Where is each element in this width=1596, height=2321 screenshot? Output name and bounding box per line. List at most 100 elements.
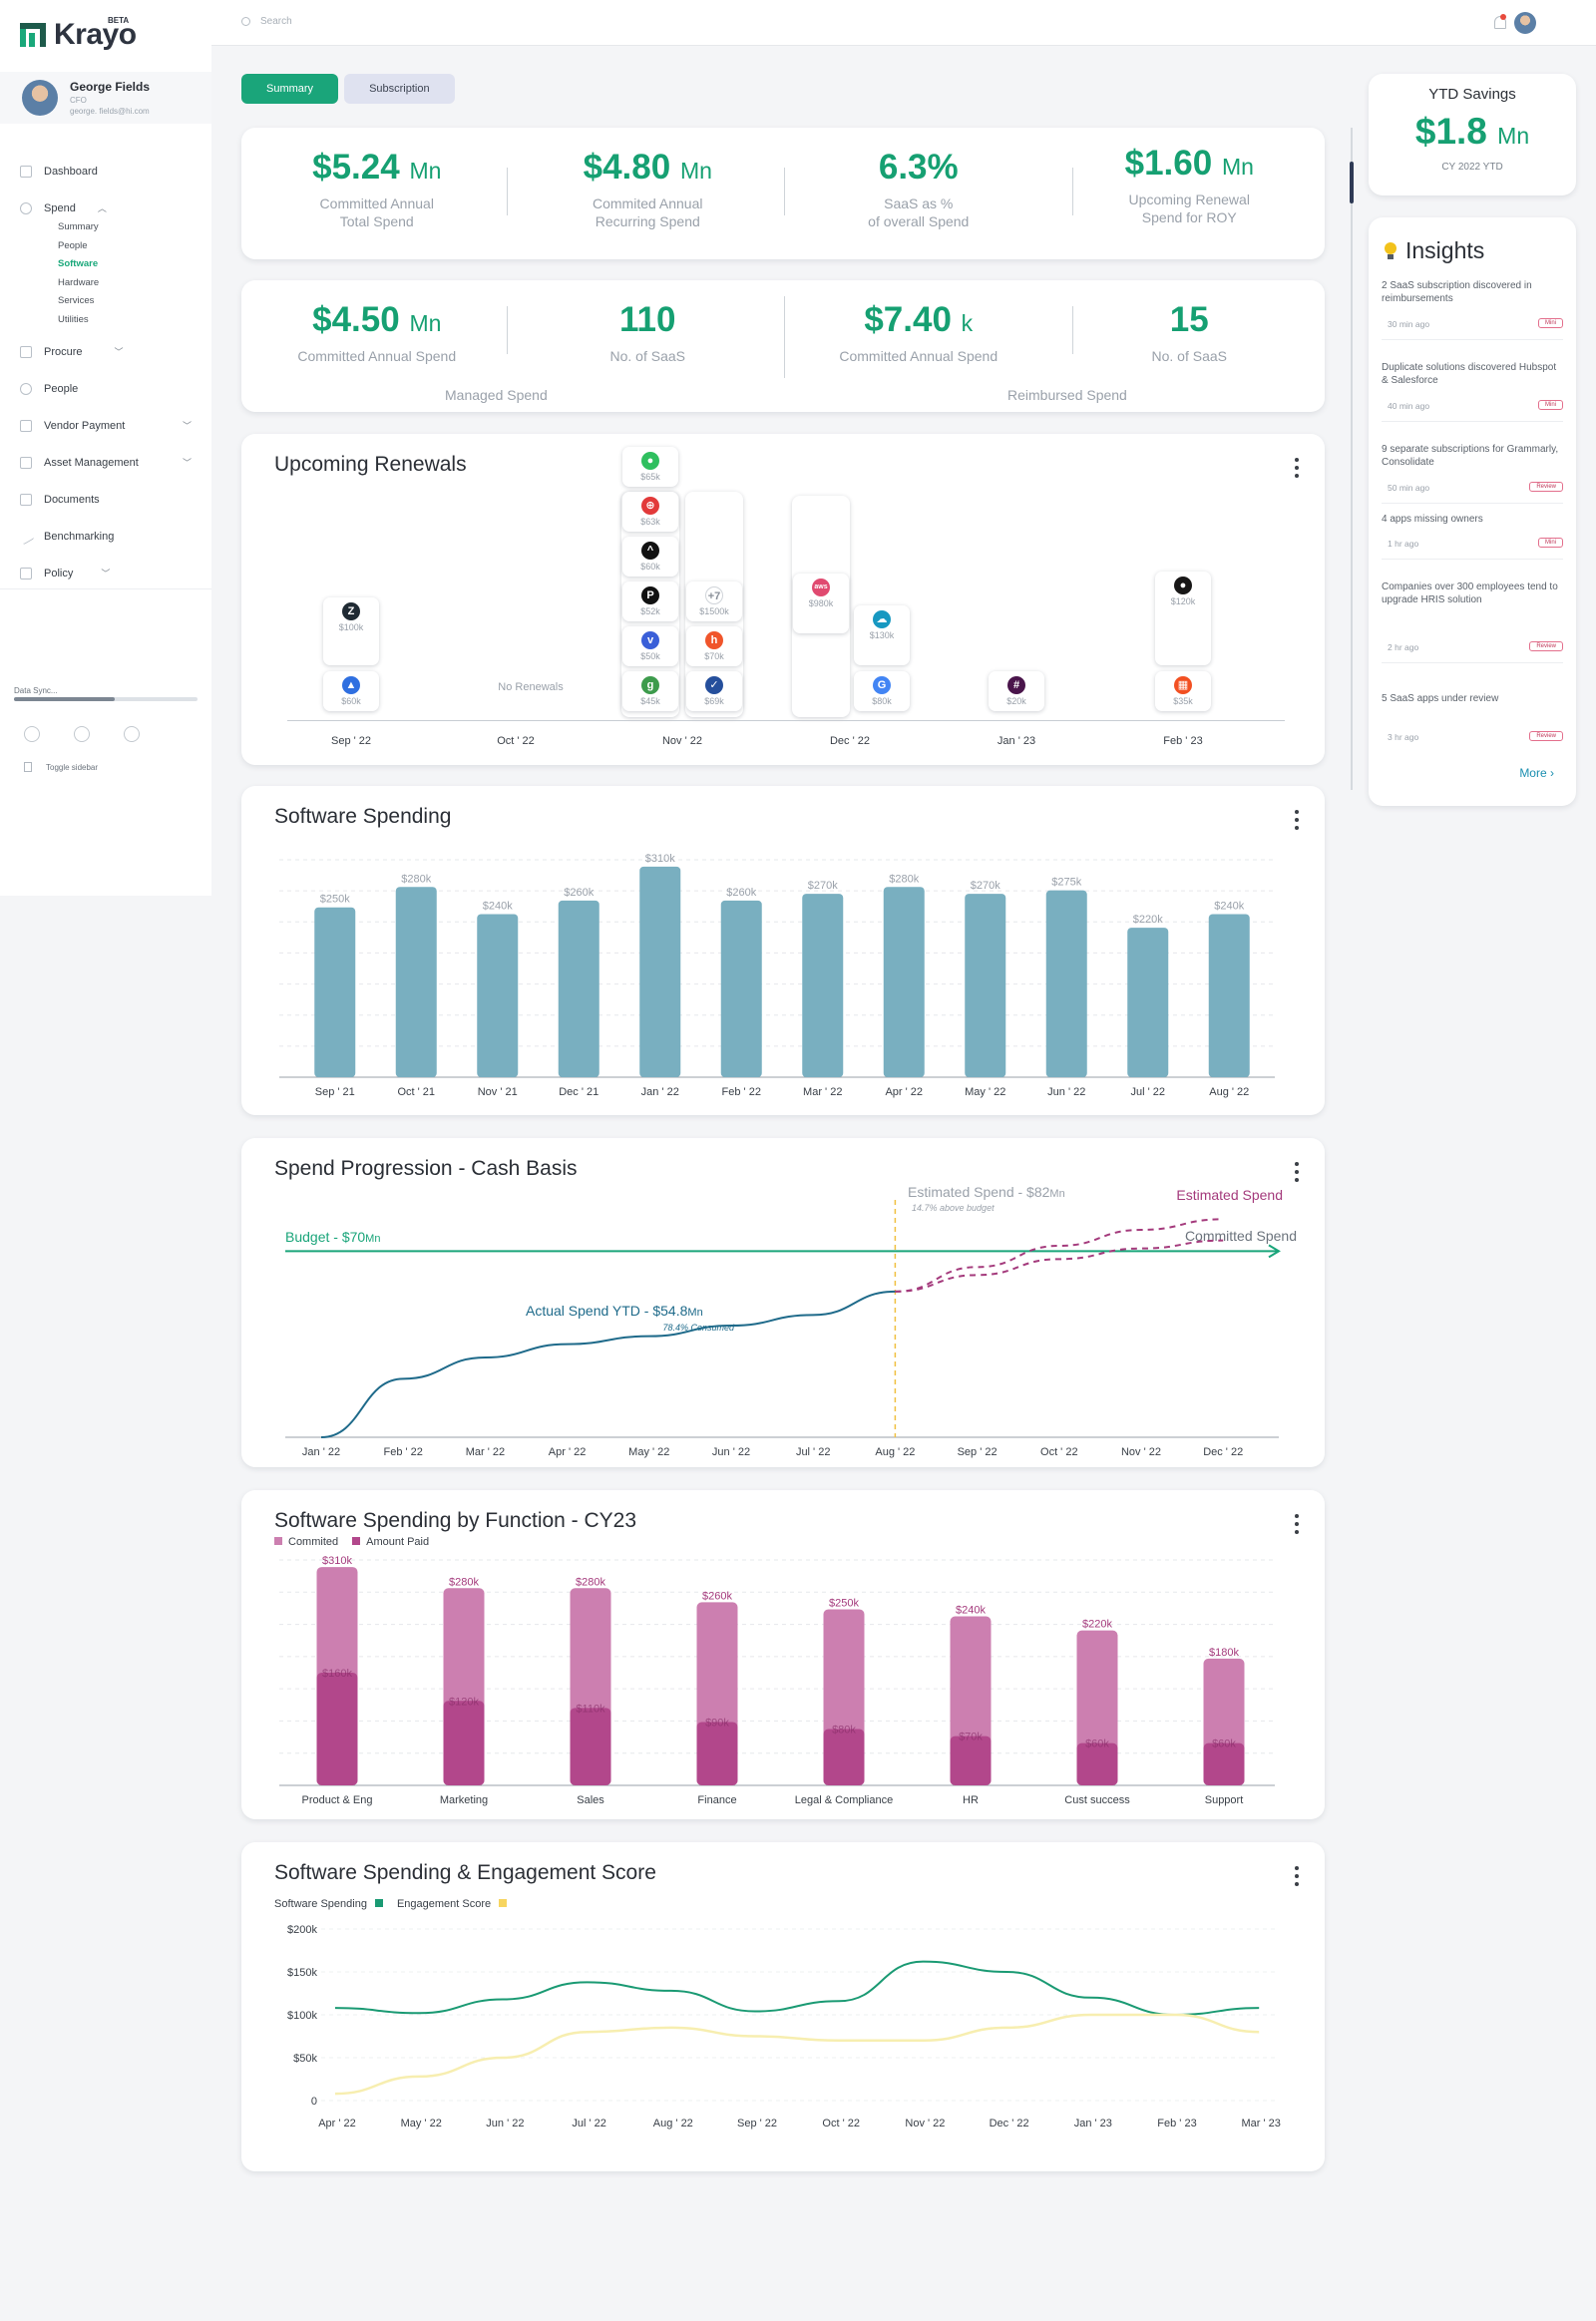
tab-subscription[interactable]: Subscription [344, 74, 455, 104]
bar-value-label: $160k [322, 1668, 352, 1680]
estimated-unit: Mn [1049, 1188, 1064, 1200]
sidebar-item-label: Asset Management [44, 456, 139, 469]
divider [1072, 306, 1073, 354]
sidebar-subitem-services[interactable]: Services [58, 295, 95, 306]
chevron-down-icon[interactable]: ﹀ [114, 347, 124, 357]
more-options-icon[interactable] [1295, 458, 1299, 478]
sidebar-subitem-software[interactable]: Software [58, 258, 99, 269]
renewal-chip[interactable]: ^ $60k [622, 537, 678, 577]
svg-text:Actual Spend YTD - $54.8Mn: Actual Spend YTD - $54.8Mn [526, 1303, 703, 1319]
bar-value-label: $270k [808, 880, 838, 892]
x-tick-label: Apr ' 22 [318, 2118, 356, 2129]
insight-item[interactable]: 5 SaaS apps under review 3 hr ago Review [1382, 692, 1563, 742]
toggle-sidebar-button[interactable]: Toggle sidebar [24, 762, 98, 772]
legend-item-engagement-score: Engagement Score [397, 1898, 508, 1910]
sidebar-item-policy[interactable]: Policy ﹀ [20, 555, 200, 591]
sidebar-item-dashboard[interactable]: Dashboard [20, 153, 200, 190]
x-tick-label: Mar ' 22 [803, 1086, 842, 1098]
card-title: Software Spending by Function - CY23 [274, 1509, 637, 1532]
sidebar-item-asset-management[interactable]: Asset Management ﹀ [20, 444, 200, 481]
renewal-chip[interactable]: +7 $1500k [686, 581, 742, 621]
hubspot-icon: h [705, 631, 723, 649]
insight-item[interactable]: 2 SaaS subscription discovered in reimbu… [1382, 279, 1563, 329]
insight-text: 9 separate subscriptions for Grammarly, … [1382, 444, 1559, 468]
sidebar-subitem-hardware[interactable]: Hardware [58, 276, 100, 288]
insight-item[interactable]: 4 apps missing owners 1 hr ago Mini [1382, 513, 1563, 549]
sidebar-item-label: Benchmarking [44, 530, 115, 543]
series-line-committed [895, 1239, 1224, 1293]
renewal-chip[interactable]: ● $120k [1155, 572, 1211, 665]
renewal-chip[interactable]: ● $65k [622, 447, 678, 487]
more-options-icon[interactable] [1295, 1514, 1299, 1534]
chevron-up-icon[interactable]: ︿ [97, 203, 107, 213]
insight-item[interactable]: Duplicate solutions discovered Hubspot &… [1382, 361, 1563, 411]
scrollbar-track[interactable] [1351, 128, 1353, 790]
vendor-payment-icon [20, 419, 32, 432]
google-icon: G [873, 676, 891, 694]
insight-badge: Mini [1537, 538, 1563, 548]
sidebar-subitem-summary[interactable]: Summary [58, 221, 99, 232]
sidebar-item-procure[interactable]: Procure ﹀ [20, 333, 200, 370]
budget-unit: Mn [365, 1233, 380, 1245]
kpi-label: Spend for ROY [1141, 209, 1237, 225]
insights-title: Insights [1405, 237, 1485, 263]
renewal-chip[interactable]: ✓ $69k [686, 671, 742, 711]
settings-icon[interactable] [24, 726, 40, 742]
more-link[interactable]: More › [1519, 766, 1554, 780]
budget-arrow [1268, 1244, 1281, 1259]
more-options-icon[interactable] [1295, 1866, 1299, 1886]
renewal-chip[interactable]: P $52k [622, 581, 678, 621]
app-name: Krayo [54, 18, 137, 51]
search-input[interactable]: Search [260, 16, 292, 27]
sidebar-item-vendor-payment[interactable]: Vendor Payment ﹀ [20, 407, 200, 444]
sidebar-item-documents[interactable]: Documents [20, 481, 200, 518]
krayo-logo[interactable]: Krayo [20, 18, 137, 52]
x-tick-label: Dec ' 22 [990, 2118, 1029, 2129]
chevron-down-icon[interactable]: ﹀ [182, 421, 192, 431]
sidebar-subitem-people[interactable]: People [58, 239, 88, 251]
renewal-chip[interactable]: # $20k [989, 671, 1044, 711]
sidebar-item-benchmarking[interactable]: Benchmarking [17, 518, 200, 555]
spending-by-function-chart: $310k $160k Product & Eng $280k $120k Marketi… [279, 1555, 1275, 1806]
renewal-chip[interactable]: Z $100k [323, 597, 379, 665]
chevron-down-icon[interactable]: ﹀ [182, 458, 192, 468]
card-title: Software Spending [274, 805, 452, 828]
notification-bell-icon[interactable] [1492, 14, 1506, 30]
software-spending-card: Software Spending $250k Sep ' 21 $280k Oct … [241, 786, 1325, 1115]
kpi-label: Commited Annual [592, 195, 703, 211]
renewal-amount: $70k [704, 651, 724, 661]
sidebar-item-people[interactable]: People [20, 370, 200, 407]
top-avatar[interactable] [1514, 12, 1536, 34]
user-profile[interactable]: George Fields CFO george. fields@hi.com [0, 72, 211, 124]
renewal-chip[interactable]: v $50k [622, 626, 678, 666]
more-options-icon[interactable] [1295, 810, 1299, 830]
sidebar-item-label: Documents [44, 493, 100, 506]
series-line-engagement-score [334, 2013, 1260, 2096]
insight-item[interactable]: 9 separate subscriptions for Grammarly, … [1382, 443, 1563, 493]
renewal-chip[interactable]: ⊕ $63k [622, 492, 678, 532]
sidebar-item-label: People [44, 382, 79, 395]
sidebar-item-spend[interactable]: Spend ︿ [20, 190, 200, 226]
renewal-chip[interactable]: G $80k [854, 671, 910, 711]
insight-time: 3 hr ago [1388, 732, 1419, 742]
renewal-chip[interactable]: ☁ $130k [854, 605, 910, 665]
renewal-chip[interactable]: g $45k [622, 671, 678, 711]
renewal-chip[interactable]: aws $980k [793, 574, 849, 633]
renewal-chip[interactable]: ▲ $60k [323, 671, 379, 711]
series-line-actual [320, 1290, 896, 1438]
scrollbar-thumb[interactable] [1350, 162, 1354, 203]
chevron-down-icon[interactable]: ﹀ [101, 569, 111, 579]
more-options-icon[interactable] [1295, 1162, 1299, 1182]
help-icon[interactable] [74, 726, 90, 742]
user-icon[interactable] [124, 726, 140, 742]
renewal-chip[interactable]: h $70k [686, 626, 742, 666]
renewal-chip[interactable]: ▦ $35k [1155, 671, 1211, 711]
renewal-amount: $120k [1170, 596, 1196, 606]
tab-summary[interactable]: Summary [241, 74, 339, 104]
bar-value-label: $180k [1209, 1647, 1239, 1659]
insight-item[interactable]: Companies over 300 employees tend to upg… [1382, 580, 1563, 652]
twilio-icon: ⊕ [641, 497, 659, 515]
search-bar[interactable]: Search [241, 16, 292, 27]
sidebar-subitem-utilities[interactable]: Utilities [58, 313, 89, 325]
series-line-estimated [895, 1218, 1224, 1293]
